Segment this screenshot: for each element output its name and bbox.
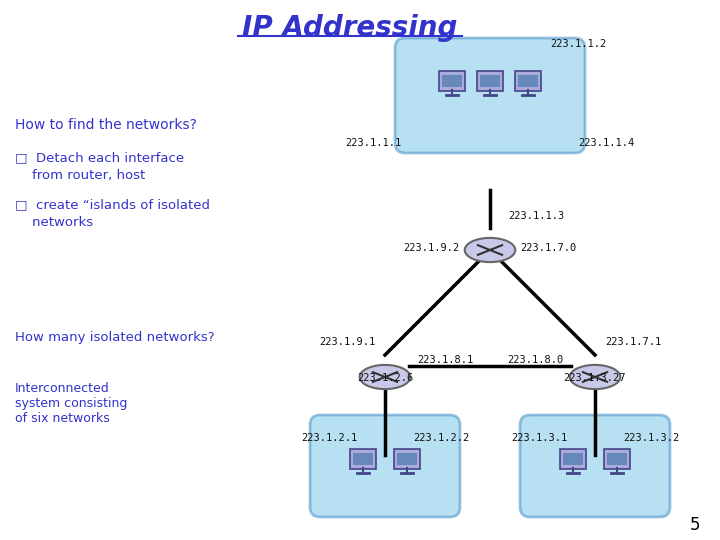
- Text: 223.1.9.2: 223.1.9.2: [404, 243, 460, 253]
- Bar: [563, 453, 583, 465]
- Text: 223.1.8.1: 223.1.8.1: [417, 355, 473, 365]
- FancyBboxPatch shape: [439, 71, 465, 91]
- Text: from router, host: from router, host: [15, 168, 145, 181]
- Text: networks: networks: [15, 215, 93, 228]
- FancyBboxPatch shape: [395, 38, 585, 153]
- FancyBboxPatch shape: [394, 449, 420, 469]
- Text: Interconnected: Interconnected: [15, 381, 109, 395]
- Text: 223.1.2.1: 223.1.2.1: [301, 433, 357, 443]
- FancyBboxPatch shape: [310, 415, 460, 517]
- Bar: [607, 453, 627, 465]
- Text: How many isolated networks?: How many isolated networks?: [15, 332, 215, 345]
- Text: of six networks: of six networks: [15, 411, 109, 424]
- Bar: [518, 75, 538, 87]
- Ellipse shape: [360, 365, 410, 389]
- Text: 223.1.2.6: 223.1.2.6: [357, 373, 413, 383]
- Text: □  create “islands of isolated: □ create “islands of isolated: [15, 199, 210, 212]
- FancyBboxPatch shape: [350, 449, 376, 469]
- Text: 223.1.9.1: 223.1.9.1: [319, 337, 375, 347]
- Bar: [397, 453, 417, 465]
- Bar: [353, 453, 373, 465]
- Bar: [442, 75, 462, 87]
- Text: 5: 5: [690, 516, 700, 534]
- Text: 223.1.2.2: 223.1.2.2: [413, 433, 469, 443]
- FancyBboxPatch shape: [520, 415, 670, 517]
- Bar: [480, 75, 500, 87]
- FancyBboxPatch shape: [560, 449, 586, 469]
- Text: 223.1.1.4: 223.1.1.4: [578, 138, 634, 148]
- Text: 223.1.3.27: 223.1.3.27: [564, 373, 626, 383]
- Text: 223.1.1.2: 223.1.1.2: [550, 39, 606, 49]
- Text: How to find the networks?: How to find the networks?: [15, 118, 197, 132]
- Text: 223.1.7.0: 223.1.7.0: [520, 243, 576, 253]
- Text: 223.1.3.1: 223.1.3.1: [510, 433, 567, 443]
- Text: 223.1.1.1: 223.1.1.1: [346, 138, 402, 148]
- Ellipse shape: [464, 238, 516, 262]
- Text: 223.1.3.2: 223.1.3.2: [623, 433, 679, 443]
- Text: 223.1.1.3: 223.1.1.3: [508, 211, 564, 221]
- Text: 223.1.7.1: 223.1.7.1: [605, 337, 661, 347]
- Text: IP Addressing: IP Addressing: [243, 14, 458, 42]
- FancyBboxPatch shape: [604, 449, 630, 469]
- FancyBboxPatch shape: [477, 71, 503, 91]
- Ellipse shape: [570, 365, 621, 389]
- Text: 223.1.8.0: 223.1.8.0: [507, 355, 563, 365]
- FancyBboxPatch shape: [515, 71, 541, 91]
- Text: system consisting: system consisting: [15, 396, 127, 409]
- Text: □  Detach each interface: □ Detach each interface: [15, 152, 184, 165]
